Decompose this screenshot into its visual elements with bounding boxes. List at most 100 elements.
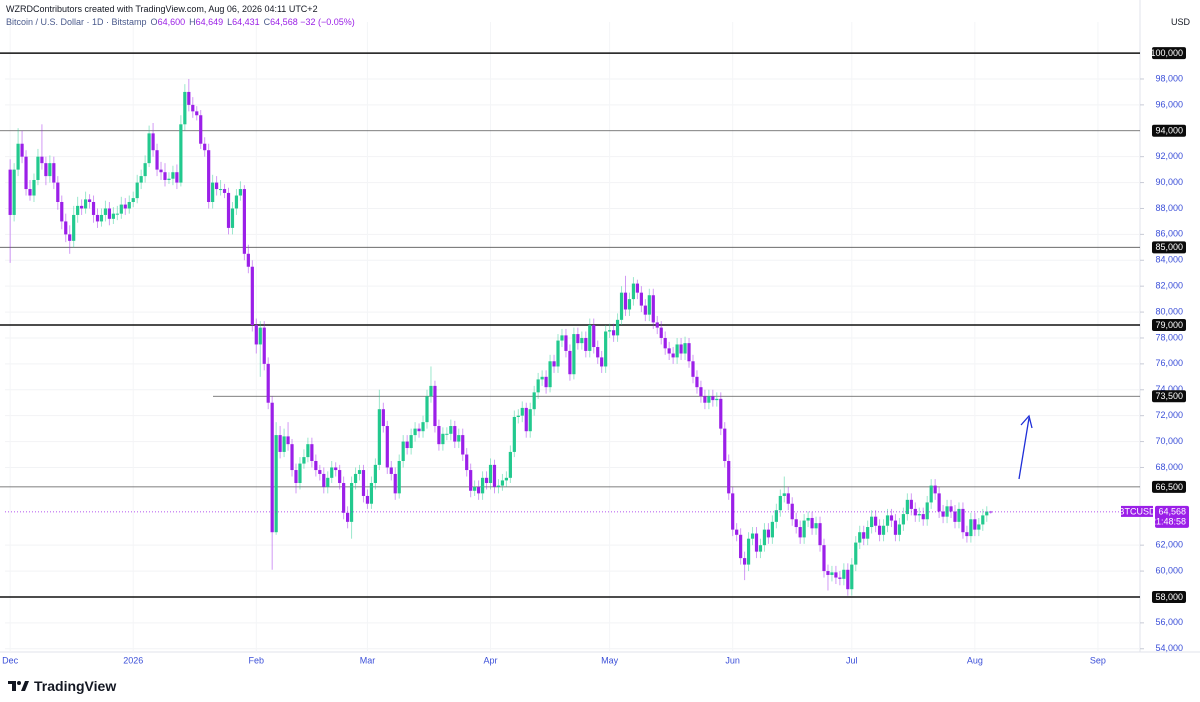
y-tick-label: 54,000 — [1155, 643, 1183, 653]
candle-body — [346, 512, 350, 522]
candle-body — [663, 337, 667, 349]
candle-body — [401, 441, 405, 461]
level-box — [1152, 47, 1186, 60]
countdown-label: 21:48:58 — [1151, 516, 1186, 526]
candle-body — [655, 322, 659, 328]
candle-body — [746, 538, 751, 565]
y-tick-label: 78,000 — [1155, 332, 1183, 342]
candle-body — [580, 337, 584, 344]
candle-body — [56, 182, 60, 202]
candle-body — [32, 179, 36, 196]
x-tick-label: Feb — [249, 655, 265, 665]
candle-body — [310, 444, 314, 461]
candle-body — [234, 195, 239, 209]
candle-body — [44, 163, 48, 177]
y-tick-label: 88,000 — [1155, 203, 1183, 213]
candle-body — [810, 517, 814, 529]
candle-body — [199, 115, 203, 144]
candle-body — [397, 460, 401, 494]
candle-body — [357, 470, 362, 474]
candle-body — [719, 398, 723, 429]
candle-body — [838, 577, 842, 579]
candle-body — [532, 392, 536, 410]
candle-body — [373, 464, 377, 484]
candle-body — [334, 467, 338, 471]
candle-body — [905, 499, 909, 515]
candle-body — [68, 234, 72, 241]
candle-body — [739, 534, 743, 559]
level-label: 58,000 — [1155, 592, 1183, 602]
candle-body — [282, 436, 286, 452]
candle-body — [385, 426, 389, 468]
candle-body — [480, 477, 485, 494]
y-tick-label: 60,000 — [1155, 565, 1183, 575]
candle-body — [123, 204, 127, 209]
candle-body — [131, 198, 135, 202]
candle-body — [349, 483, 354, 522]
ohlc-key: C — [263, 17, 271, 27]
candle-body — [548, 361, 552, 388]
candle-body — [488, 464, 493, 484]
candle-body — [627, 299, 632, 310]
x-tick-label: Mar — [360, 655, 376, 665]
level-label: 85,000 — [1155, 242, 1183, 252]
candle-body — [866, 527, 870, 539]
candle-body — [119, 204, 123, 214]
y-tick-label: 82,000 — [1155, 281, 1183, 291]
candle-body — [870, 516, 874, 528]
candle-body — [647, 295, 651, 315]
y-tick-label: 98,000 — [1155, 73, 1183, 83]
candle-body — [830, 572, 834, 575]
x-tick-label: Aug — [967, 655, 983, 665]
candle-body — [389, 467, 393, 474]
candle-body — [957, 508, 961, 522]
candle-body — [687, 343, 691, 362]
candle-body — [48, 163, 52, 177]
candle-body — [921, 514, 925, 520]
candle-body — [465, 454, 469, 471]
candle-body — [735, 529, 739, 535]
candle-body — [246, 253, 250, 267]
candle-body — [254, 325, 258, 345]
candle-body — [24, 156, 28, 190]
candle-body — [512, 416, 516, 452]
candle-body — [731, 493, 735, 530]
candle-body — [8, 169, 12, 215]
symbol-label: BTCUSD — [1118, 506, 1156, 516]
candle-body — [973, 519, 977, 530]
candle-body — [635, 283, 640, 293]
x-tick-label: 2026 — [123, 655, 143, 665]
candle-body — [909, 499, 913, 509]
candle-body — [667, 348, 671, 354]
candle-body — [965, 532, 969, 537]
candle-body — [961, 508, 965, 533]
candle-body — [91, 202, 96, 215]
candle-body — [242, 189, 246, 254]
candle-body — [437, 426, 441, 445]
candle-body — [754, 533, 759, 552]
candle-body — [413, 428, 417, 436]
candle-body — [750, 533, 755, 539]
x-tick-label: Sep — [1090, 655, 1106, 665]
arrow — [1018, 414, 1033, 480]
level-label: 73,500 — [1155, 391, 1183, 401]
candle-body — [528, 409, 532, 432]
candle-body — [643, 305, 647, 315]
candle-body — [60, 202, 64, 222]
candle-body — [544, 376, 548, 388]
candle-body — [608, 330, 612, 332]
y-tick-label: 76,000 — [1155, 358, 1183, 368]
candle-body — [802, 520, 806, 538]
candle-body — [361, 470, 366, 496]
y-tick-label: 68,000 — [1155, 462, 1183, 472]
candle-body — [683, 343, 687, 354]
candle-body — [623, 292, 628, 310]
candle-body — [842, 569, 846, 579]
candle-body — [469, 470, 473, 491]
y-tick-label: 80,000 — [1155, 306, 1183, 316]
y-tick-label: 86,000 — [1155, 229, 1183, 239]
level-box — [1152, 319, 1186, 332]
candle-body — [294, 470, 298, 484]
